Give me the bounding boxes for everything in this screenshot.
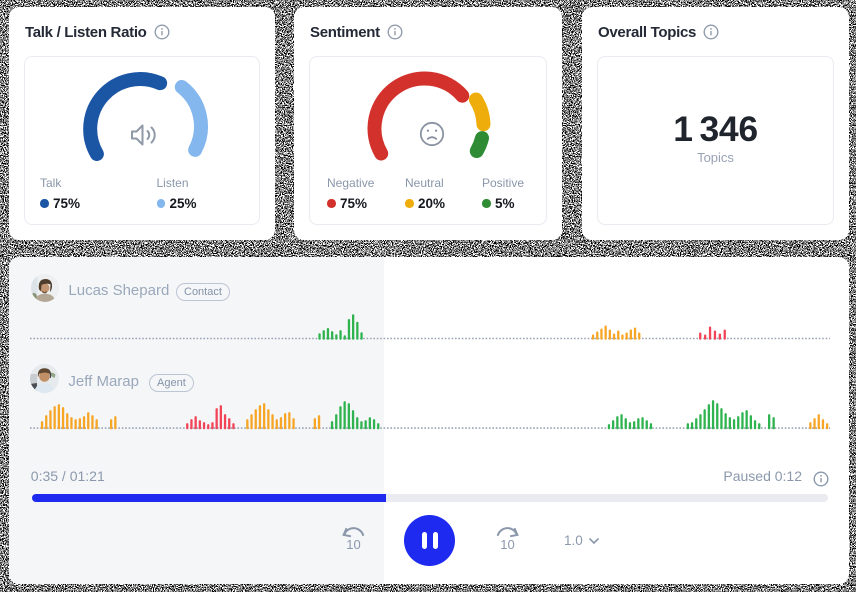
- svg-text:10: 10: [500, 537, 514, 551]
- svg-text:10: 10: [346, 537, 360, 551]
